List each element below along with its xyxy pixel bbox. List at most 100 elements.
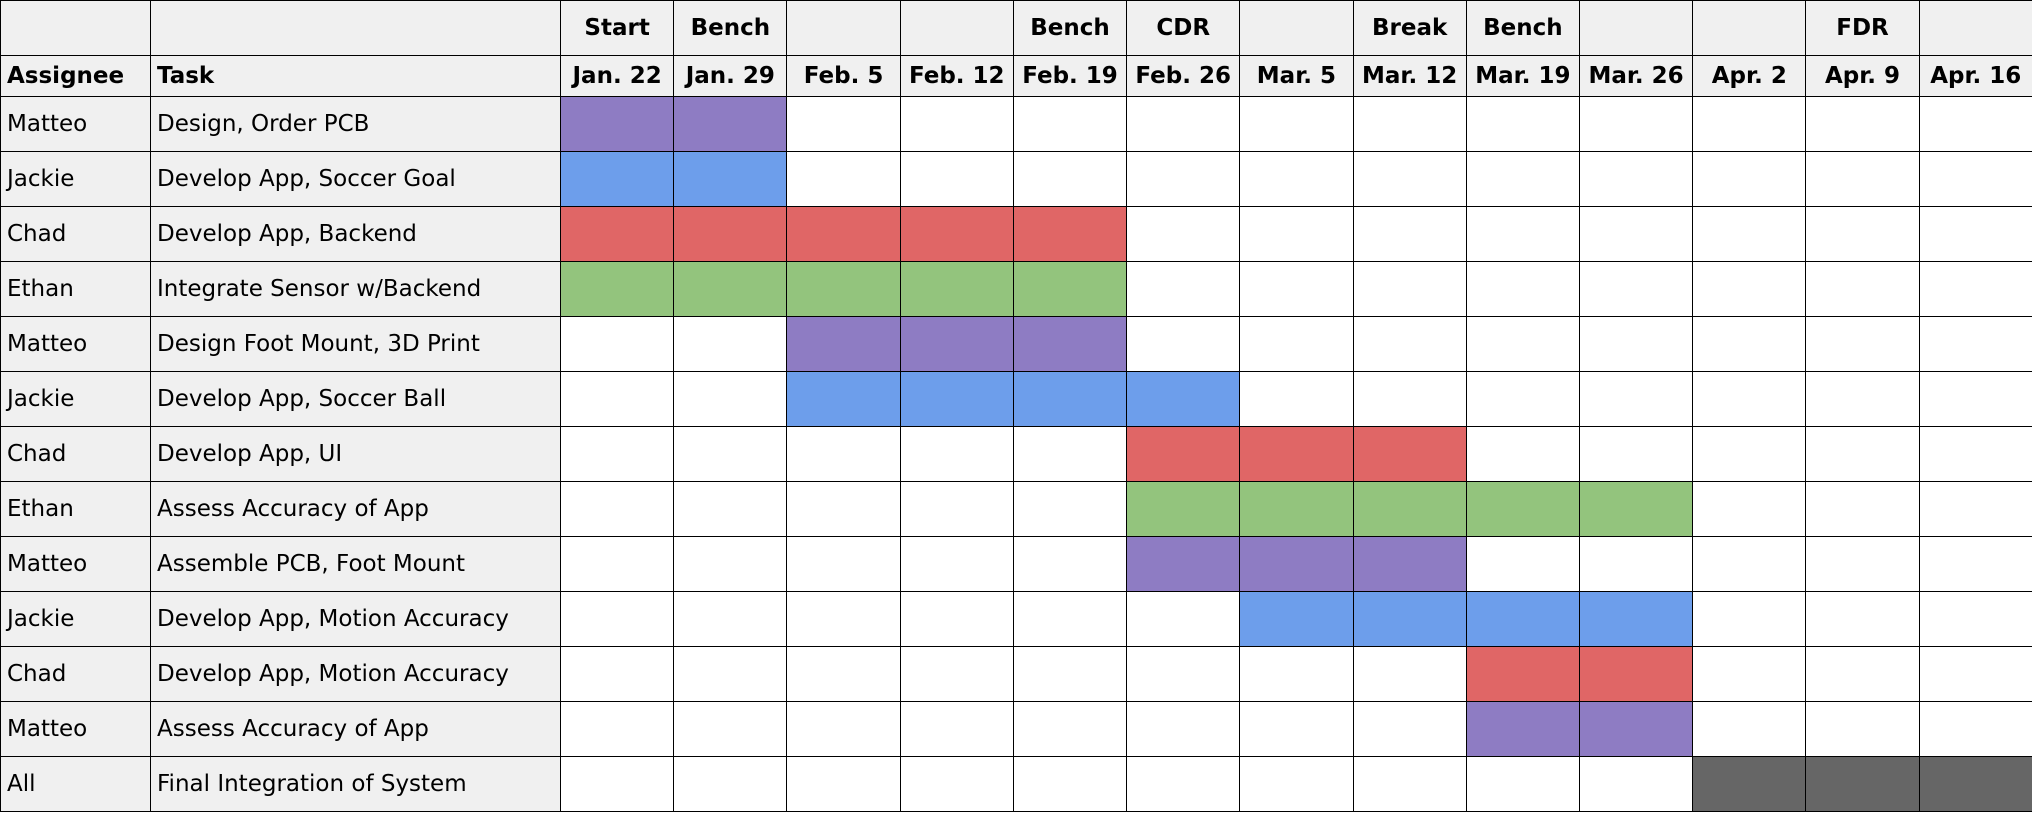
- gantt-empty-cell: [1578, 96, 1694, 152]
- gantt-empty-cell: [1918, 701, 2032, 757]
- week-date-header: Mar. 12: [1352, 55, 1467, 97]
- gantt-empty-cell: [1805, 591, 1920, 647]
- date-header-row: Assignee Task Jan. 22 Jan. 29 Feb. 5 Feb. 1…: [0, 55, 2032, 97]
- task-column-header: Task: [150, 55, 561, 97]
- phase-label: Bench: [1465, 0, 1580, 56]
- gantt-empty-cell: [1352, 261, 1467, 317]
- gantt-empty-cell: [1012, 481, 1128, 537]
- gantt-empty-cell: [899, 426, 1014, 482]
- week-date-header: Mar. 19: [1465, 55, 1580, 97]
- gantt-bar-cell: [786, 316, 901, 372]
- gantt-empty-cell: [1352, 756, 1467, 812]
- week-date-header: Jan. 29: [673, 55, 788, 97]
- gantt-empty-cell: [1918, 261, 2032, 317]
- week-date-header: Apr. 2: [1692, 55, 1807, 97]
- gantt-empty-cell: [673, 646, 788, 702]
- gantt-empty-cell: [899, 591, 1014, 647]
- task-row: Jackie Develop App, Motion Accuracy: [0, 591, 2032, 647]
- gantt-bar-cell: [1352, 481, 1467, 537]
- gantt-empty-cell: [1239, 96, 1354, 152]
- gantt-empty-cell: [1578, 536, 1694, 592]
- gantt-empty-cell: [1692, 151, 1807, 207]
- gantt-bar-cell: [1012, 371, 1128, 427]
- gantt-empty-cell: [1239, 316, 1354, 372]
- gantt-bar-cell: [1352, 591, 1467, 647]
- gantt-empty-cell: [1918, 536, 2032, 592]
- gantt-empty-cell: [559, 756, 675, 812]
- gantt-bar-cell: [1465, 591, 1580, 647]
- phase-label: [1239, 0, 1354, 56]
- phase-label: FDR: [1805, 0, 1920, 56]
- assignee-cell: Matteo: [0, 96, 151, 152]
- gantt-bar-cell: [1465, 481, 1580, 537]
- gantt-bar-cell: [559, 206, 675, 262]
- phase-header-row: Start Bench Bench CDR Break Bench FDR: [0, 0, 2032, 56]
- gantt-bar-cell: [1805, 756, 1920, 812]
- gantt-empty-cell: [899, 756, 1014, 812]
- gantt-empty-cell: [673, 371, 788, 427]
- gantt-bar-cell: [786, 261, 901, 317]
- gantt-bar-cell: [1126, 426, 1241, 482]
- gantt-bar-cell: [1692, 756, 1807, 812]
- gantt-empty-cell: [559, 591, 675, 647]
- gantt-empty-cell: [1692, 96, 1807, 152]
- gantt-empty-cell: [1012, 646, 1128, 702]
- gantt-bar-cell: [559, 96, 675, 152]
- gantt-empty-cell: [786, 701, 901, 757]
- week-date-header: Jan. 22: [559, 55, 675, 97]
- gantt-empty-cell: [673, 481, 788, 537]
- phase-label: Start: [559, 0, 675, 56]
- gantt-bar-cell: [899, 371, 1014, 427]
- gantt-empty-cell: [899, 151, 1014, 207]
- task-name-cell: Design, Order PCB: [150, 96, 561, 152]
- task-name-cell: Assemble PCB, Foot Mount: [150, 536, 561, 592]
- gantt-empty-cell: [1126, 756, 1241, 812]
- phase-label: CDR: [1126, 0, 1241, 56]
- assignee-cell: Chad: [0, 206, 151, 262]
- phase-label: Break: [1352, 0, 1467, 56]
- gantt-empty-cell: [559, 536, 675, 592]
- gantt-bar-cell: [899, 206, 1014, 262]
- task-name-cell: Integrate Sensor w/Backend: [150, 261, 561, 317]
- assignee-cell: Ethan: [0, 481, 151, 537]
- gantt-empty-cell: [559, 316, 675, 372]
- task-row: All Final Integration of System: [0, 756, 2032, 812]
- gantt-empty-cell: [1805, 646, 1920, 702]
- gantt-empty-cell: [899, 481, 1014, 537]
- gantt-empty-cell: [1126, 151, 1241, 207]
- task-row: Chad Develop App, Motion Accuracy: [0, 646, 2032, 702]
- gantt-bar-cell: [673, 151, 788, 207]
- gantt-empty-cell: [1239, 206, 1354, 262]
- gantt-bar-cell: [1578, 481, 1694, 537]
- task-row: Matteo Assess Accuracy of App: [0, 701, 2032, 757]
- gantt-empty-cell: [1352, 151, 1467, 207]
- task-name-cell: Develop App, Soccer Goal: [150, 151, 561, 207]
- task-row: Matteo Design Foot Mount, 3D Print: [0, 316, 2032, 372]
- task-name-cell: Develop App, Backend: [150, 206, 561, 262]
- gantt-empty-cell: [1578, 371, 1694, 427]
- task-row: Chad Develop App, Backend: [0, 206, 2032, 262]
- gantt-empty-cell: [1012, 426, 1128, 482]
- gantt-empty-cell: [1352, 96, 1467, 152]
- gantt-bar-cell: [786, 206, 901, 262]
- phase-label: [786, 0, 901, 56]
- gantt-empty-cell: [1692, 206, 1807, 262]
- task-name-cell: Assess Accuracy of App: [150, 481, 561, 537]
- gantt-empty-cell: [1692, 591, 1807, 647]
- assignee-cell: Jackie: [0, 591, 151, 647]
- gantt-empty-cell: [786, 591, 901, 647]
- gantt-empty-cell: [1126, 96, 1241, 152]
- task-row: Jackie Develop App, Soccer Goal: [0, 151, 2032, 207]
- gantt-bar-cell: [559, 261, 675, 317]
- task-row: Ethan Integrate Sensor w/Backend: [0, 261, 2032, 317]
- gantt-empty-cell: [1918, 646, 2032, 702]
- gantt-empty-cell: [1578, 756, 1694, 812]
- gantt-empty-cell: [1805, 371, 1920, 427]
- gantt-empty-cell: [1126, 316, 1241, 372]
- gantt-empty-cell: [1918, 206, 2032, 262]
- gantt-empty-cell: [673, 756, 788, 812]
- phase-label: [1578, 0, 1694, 56]
- gantt-empty-cell: [1578, 151, 1694, 207]
- gantt-bar-cell: [899, 261, 1014, 317]
- task-row: Ethan Assess Accuracy of App: [0, 481, 2032, 537]
